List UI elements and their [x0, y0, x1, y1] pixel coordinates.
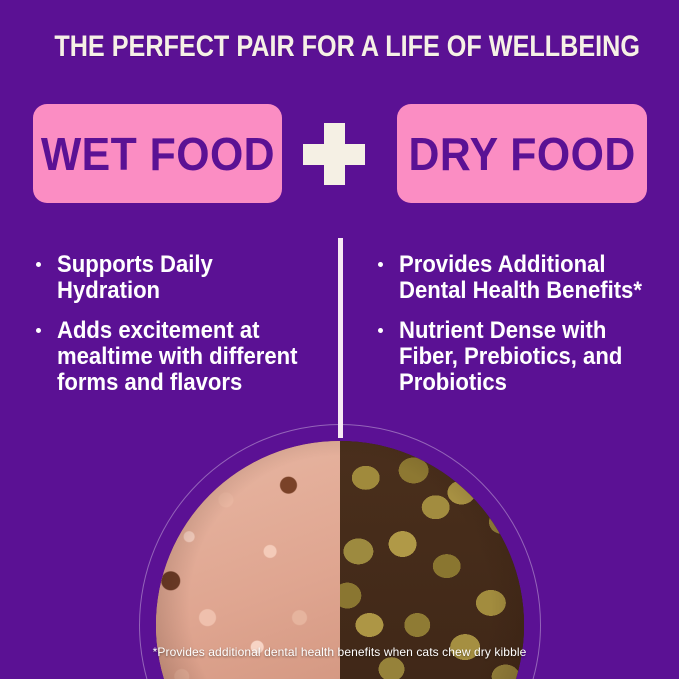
bullet-dot-icon — [378, 262, 383, 267]
plus-icon-vertical-bar — [324, 123, 345, 185]
dry-food-portion — [339, 440, 525, 679]
bullet-dot-icon — [378, 328, 383, 333]
food-bowl-interior — [155, 440, 525, 679]
list-item: Adds excitement at mealtime with differe… — [36, 318, 326, 396]
footnote-text: *Provides additional dental health benef… — [152, 645, 527, 659]
list-item: Provides Additional Dental Health Benefi… — [378, 252, 668, 304]
column-divider — [338, 238, 343, 438]
page-title: THE PERFECT PAIR FOR A LIFE OF WELLBEING — [54, 30, 640, 63]
list-item-label: Supports Daily Hydration — [57, 251, 213, 304]
list-item: Nutrient Dense with Fiber, Prebiotics, a… — [378, 318, 668, 396]
dry-food-pill: DRY FOOD — [397, 104, 647, 203]
list-item: Supports Daily Hydration — [36, 252, 326, 304]
wet-food-pill: WET FOOD — [33, 104, 282, 203]
wet-food-portion — [155, 440, 340, 679]
list-item-label: Adds excitement at mealtime with differe… — [57, 317, 298, 396]
bullet-dot-icon — [36, 328, 41, 333]
product-photo — [0, 418, 679, 679]
plus-icon — [303, 123, 365, 185]
list-item-label: Nutrient Dense with Fiber, Prebiotics, a… — [399, 317, 623, 396]
dry-food-benefits-list: Provides Additional Dental Health Benefi… — [378, 252, 668, 410]
wet-food-benefits-list: Supports Daily Hydration Adds excitement… — [36, 252, 326, 410]
bullet-dot-icon — [36, 262, 41, 267]
food-bowl — [139, 424, 541, 679]
dry-food-pill-label: DRY FOOD — [408, 127, 636, 180]
wet-food-pill-label: WET FOOD — [40, 127, 275, 180]
list-item-label: Provides Additional Dental Health Benefi… — [399, 251, 642, 304]
